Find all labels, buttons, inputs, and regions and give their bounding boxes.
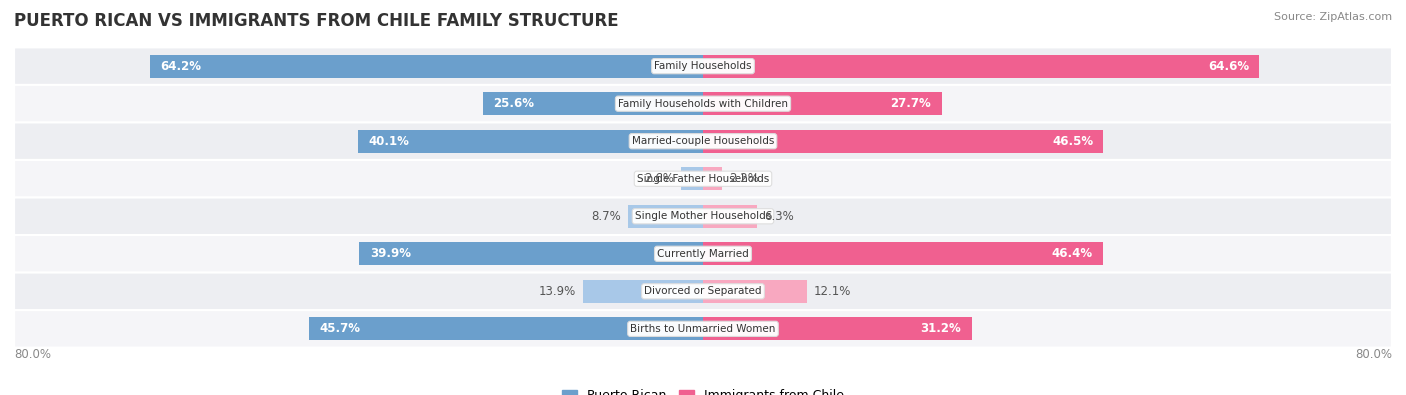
Text: 46.4%: 46.4% [1052,247,1092,260]
Bar [703,92,942,115]
FancyBboxPatch shape [14,235,1392,273]
Bar [482,92,703,115]
Bar [309,317,703,340]
Bar [357,130,703,153]
Legend: Puerto Rican, Immigrants from Chile: Puerto Rican, Immigrants from Chile [557,384,849,395]
Text: Divorced or Separated: Divorced or Separated [644,286,762,296]
Bar [703,167,721,190]
Text: 64.6%: 64.6% [1208,60,1249,73]
Text: Married-couple Households: Married-couple Households [631,136,775,146]
FancyBboxPatch shape [14,310,1392,348]
FancyBboxPatch shape [14,160,1392,198]
Bar [628,205,703,228]
Text: Births to Unmarried Women: Births to Unmarried Women [630,324,776,334]
Text: Source: ZipAtlas.com: Source: ZipAtlas.com [1274,12,1392,22]
Bar [703,317,972,340]
FancyBboxPatch shape [14,85,1392,122]
Text: 80.0%: 80.0% [1355,348,1392,361]
Bar [703,130,1104,153]
Bar [360,242,703,265]
Text: 46.5%: 46.5% [1052,135,1092,148]
Text: 25.6%: 25.6% [494,97,534,110]
Text: 64.2%: 64.2% [160,60,201,73]
Bar [703,242,1102,265]
Text: 8.7%: 8.7% [592,210,621,223]
FancyBboxPatch shape [14,47,1392,85]
Text: Single Mother Households: Single Mother Households [636,211,770,221]
Text: 2.6%: 2.6% [644,172,673,185]
Bar [703,55,1260,78]
Text: 27.7%: 27.7% [890,97,931,110]
Text: 40.1%: 40.1% [368,135,409,148]
FancyBboxPatch shape [14,273,1392,310]
Text: 80.0%: 80.0% [14,348,51,361]
Text: PUERTO RICAN VS IMMIGRANTS FROM CHILE FAMILY STRUCTURE: PUERTO RICAN VS IMMIGRANTS FROM CHILE FA… [14,12,619,30]
Text: 6.3%: 6.3% [763,210,794,223]
Text: 39.9%: 39.9% [370,247,411,260]
Bar [681,167,703,190]
Text: Single Father Households: Single Father Households [637,174,769,184]
Bar [703,205,758,228]
FancyBboxPatch shape [14,122,1392,160]
Text: Currently Married: Currently Married [657,249,749,259]
Bar [150,55,703,78]
Text: Family Households: Family Households [654,61,752,71]
Text: 13.9%: 13.9% [538,285,576,298]
Bar [703,280,807,303]
Text: 2.2%: 2.2% [728,172,759,185]
Text: Family Households with Children: Family Households with Children [619,99,787,109]
Text: 12.1%: 12.1% [814,285,852,298]
Text: 45.7%: 45.7% [319,322,361,335]
Text: 31.2%: 31.2% [921,322,962,335]
FancyBboxPatch shape [14,198,1392,235]
Bar [583,280,703,303]
